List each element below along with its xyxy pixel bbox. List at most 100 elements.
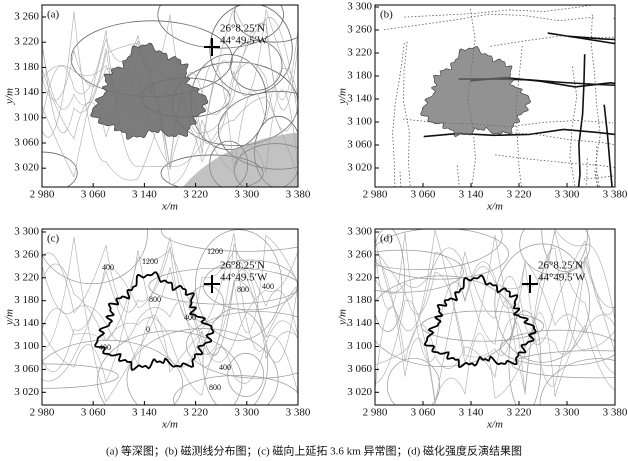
x-axis-label: x/m <box>486 419 503 431</box>
x-tick-label: 3 060 <box>81 407 106 419</box>
y-tick-label: 3 100 <box>347 340 372 352</box>
survey-line <box>547 32 615 45</box>
x-tick-label: 3 220 <box>183 407 208 419</box>
contour <box>494 243 591 363</box>
contour <box>375 247 615 395</box>
contour <box>42 14 298 134</box>
x-tick-label: 2 980 <box>30 189 55 201</box>
contour <box>42 232 298 403</box>
survey-line <box>613 18 615 20</box>
frame <box>374 228 616 406</box>
contour <box>519 229 591 276</box>
contour-label: 400 <box>262 282 274 291</box>
contour <box>42 235 298 383</box>
coordinate-label: 26°8.25′N <box>538 260 583 272</box>
contour <box>96 330 243 405</box>
contour <box>148 267 298 305</box>
y-tick-label: 3 020 <box>14 162 39 174</box>
survey-line <box>569 66 578 187</box>
contour <box>541 229 589 272</box>
contour-label: 800 <box>209 383 221 392</box>
panel-label: (a) <box>47 9 60 21</box>
contour-label: 1200 <box>207 247 223 256</box>
contour-label: 0 <box>146 325 150 334</box>
x-tick-label: 2 980 <box>363 189 388 201</box>
y-tick-label: 3 060 <box>347 363 372 375</box>
y-axis-label: y/m <box>337 88 349 105</box>
y-tick-label: 3 260 <box>14 11 39 23</box>
x-tick-label: 3 060 <box>411 189 436 201</box>
y-tick-label: 3 020 <box>14 386 39 398</box>
contour <box>42 229 148 285</box>
y-tick-label: 3 220 <box>347 271 372 283</box>
x-axis-label: x/m <box>161 201 178 213</box>
x-tick-label: 2 980 <box>30 407 55 419</box>
contour <box>173 375 298 405</box>
contour-label: 800 <box>237 285 249 294</box>
survey-line <box>392 43 405 187</box>
y-tick-label: 3 100 <box>14 340 39 352</box>
y-tick-label: 3 020 <box>347 162 372 174</box>
y-tick-label: 3 060 <box>14 363 39 375</box>
panel-label: (b) <box>380 9 393 21</box>
y-tick-label: 3 140 <box>14 86 39 98</box>
contour-label: 400 <box>102 263 114 272</box>
contour <box>386 357 440 405</box>
survey-line <box>490 35 615 47</box>
seamount-outline <box>94 271 215 371</box>
seamount <box>90 42 209 140</box>
x-tick-label: 3 380 <box>603 189 628 201</box>
plot-area <box>42 229 298 405</box>
panel: (a) 3 260 3 220 3 180 3 140 3 100 3 060 3 020 2 … <box>4 4 311 213</box>
x-tick-label: 3 300 <box>555 189 580 201</box>
survey-line <box>497 132 615 146</box>
y-tick-label: 3 140 <box>14 317 39 329</box>
plot-area <box>375 229 615 405</box>
y-tick-label: 3 220 <box>14 36 39 48</box>
contour-label: 400 <box>184 313 196 322</box>
survey-line <box>383 13 594 31</box>
contour <box>202 308 269 405</box>
panel-label: (c) <box>47 233 60 245</box>
y-tick-label: 3 300 <box>347 226 372 238</box>
y-tick-label: 3 140 <box>347 93 372 105</box>
survey-line <box>495 154 615 168</box>
survey-line <box>590 14 601 187</box>
coordinate-label: 26°8.25′N <box>220 23 265 35</box>
contour <box>42 40 298 185</box>
y-tick-label: 3 260 <box>14 248 39 260</box>
contour <box>375 229 503 270</box>
contour-label: 800 <box>149 295 161 304</box>
contour <box>42 64 298 177</box>
contour <box>375 249 464 293</box>
x-tick-label: 3 140 <box>459 407 484 419</box>
frame <box>41 228 299 406</box>
contour-label: 400 <box>219 363 231 372</box>
y-tick-label: 3 220 <box>14 271 39 283</box>
y-tick-label: 3 300 <box>14 226 39 238</box>
x-tick-label: 3 300 <box>234 407 259 419</box>
y-tick-label: 3 180 <box>347 294 372 306</box>
slope <box>182 132 298 187</box>
x-tick-label: 3 140 <box>459 189 484 201</box>
contour <box>157 5 284 49</box>
x-tick-label: 3 140 <box>132 407 157 419</box>
contour <box>375 249 615 358</box>
coordinate-label: 26°8.25′N <box>220 260 265 272</box>
plot-area <box>42 5 298 187</box>
caption: (a) 等深图；(b) 磁测线分布图；(c) 磁向上延拓 3.6 km 异常图；… <box>106 444 522 458</box>
contour <box>42 237 298 372</box>
coordinate-label: 44°49.5′W <box>220 272 268 284</box>
x-tick-label: 3 140 <box>132 189 157 201</box>
y-axis-label: y/m <box>4 309 16 326</box>
y-tick-label: 3 180 <box>347 70 372 82</box>
panel: (b) 3 300 3 260 3 220 3 180 3 140 3 100 3 060 3 … <box>337 1 628 213</box>
x-tick-label: 3 060 <box>81 189 106 201</box>
plot-area <box>383 5 615 187</box>
survey-line <box>603 104 613 187</box>
panel: (d) 3 300 3 260 3 220 3 180 3 140 3 100 3 060 3 … <box>337 226 628 431</box>
x-tick-label: 3 060 <box>411 407 436 419</box>
x-axis-label: x/m <box>486 201 503 213</box>
contour <box>202 259 298 311</box>
